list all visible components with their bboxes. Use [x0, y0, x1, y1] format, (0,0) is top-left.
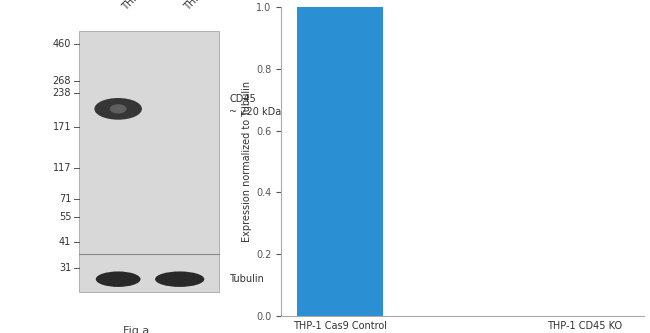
- Text: 41: 41: [59, 237, 72, 247]
- Text: 268: 268: [53, 76, 72, 86]
- Text: CD45
~ 220 kDa: CD45 ~ 220 kDa: [229, 94, 281, 117]
- Text: 71: 71: [59, 194, 72, 204]
- Text: 238: 238: [53, 88, 72, 98]
- Text: Fig a: Fig a: [123, 326, 149, 333]
- Ellipse shape: [110, 104, 127, 114]
- Text: 460: 460: [53, 39, 72, 49]
- Text: 31: 31: [59, 263, 72, 273]
- Bar: [298, 7, 383, 316]
- Text: THP-1 Cas9 Control: THP-1 Cas9 Control: [121, 0, 194, 13]
- Text: 171: 171: [53, 123, 72, 133]
- Text: THP-1 CD45 KO: THP-1 CD45 KO: [182, 0, 242, 13]
- FancyBboxPatch shape: [79, 31, 219, 292]
- Ellipse shape: [94, 98, 142, 120]
- Ellipse shape: [96, 271, 140, 287]
- Text: Tubulin: Tubulin: [229, 274, 264, 284]
- Text: 117: 117: [53, 163, 72, 173]
- Text: 55: 55: [58, 212, 72, 222]
- Y-axis label: Expression normalized to Tubulin: Expression normalized to Tubulin: [242, 81, 252, 242]
- Ellipse shape: [155, 271, 204, 287]
